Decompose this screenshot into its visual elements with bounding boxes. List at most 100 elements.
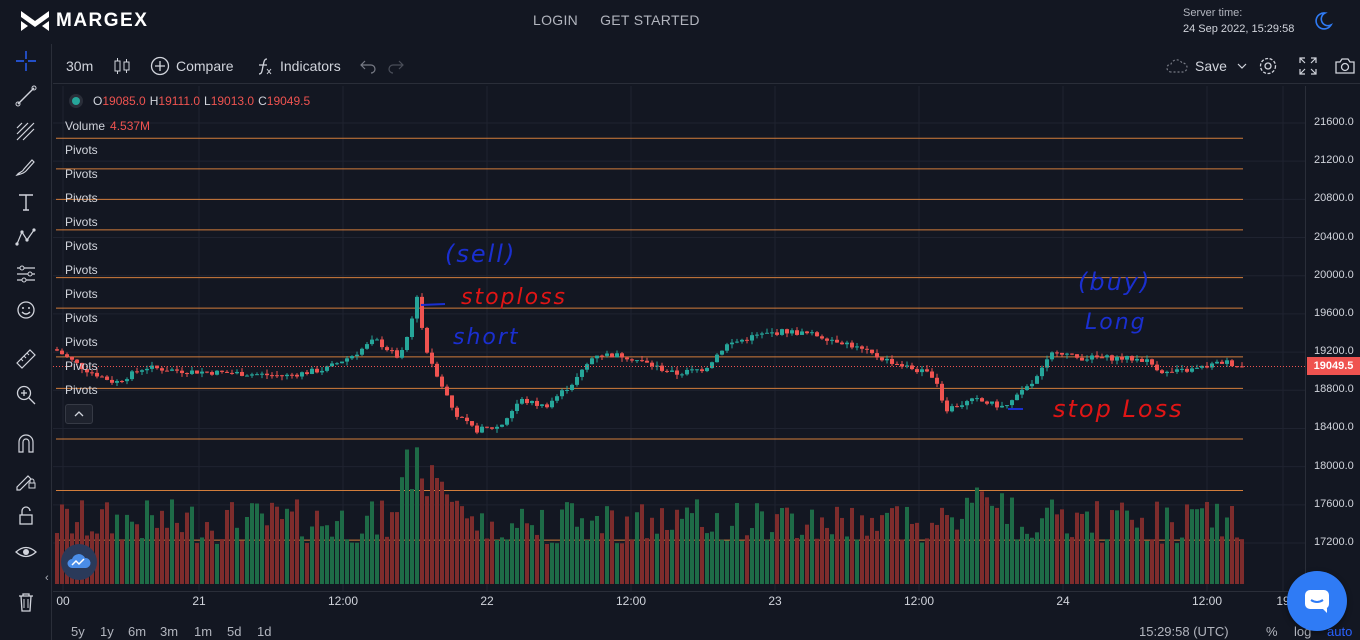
collapse-legend-button[interactable] [65,404,93,424]
volume-bar [160,510,164,584]
indicators-button[interactable]: Indicators [256,48,341,84]
volume-bar [1100,542,1104,584]
candle-body [1195,367,1199,369]
volume-bar [425,496,429,584]
volume-bar [915,522,919,584]
range-1y[interactable]: 1y [100,624,114,639]
utc-time[interactable]: 15:29:58 (UTC) [1139,624,1229,639]
volume-bar [225,509,229,584]
volume-bar [905,506,909,584]
volume-bar [1170,522,1174,584]
volume-bar [790,513,794,584]
zoom-in-icon[interactable] [13,382,39,408]
eye-icon[interactable] [13,539,39,565]
screenshot-button[interactable] [1334,48,1356,84]
pivots-study-label[interactable]: Pivots [65,287,98,301]
pivots-study-label[interactable]: Pivots [65,263,98,277]
auto-toggle[interactable]: auto [1327,624,1353,639]
volume-bar [420,478,424,584]
lock-drawing-icon[interactable] [13,467,39,493]
candle-body [325,366,329,371]
percent-toggle[interactable]: % [1266,624,1278,639]
volume-bar [710,531,714,584]
pivots-study-label[interactable]: Pivots [65,143,98,157]
prediction-icon[interactable] [13,261,39,287]
candle-body [1235,366,1239,368]
candle-body [995,401,999,408]
volume-bar [970,502,974,584]
emoji-icon[interactable] [13,297,39,323]
chat-support-button[interactable] [1287,571,1347,631]
volume-bar [875,530,879,584]
fib-retracement-icon[interactable] [13,119,39,145]
candle-body [75,359,79,363]
range-6m[interactable]: 6m [128,624,147,639]
volume-bar [1070,537,1074,584]
login-link[interactable]: LOGIN [533,12,579,28]
redo-button[interactable] [388,48,404,84]
range-1m[interactable]: 1m [194,624,213,639]
time-axis[interactable]: 00 21 12:00 22 12:00 23 12:00 24 12:00 19 [53,591,1305,611]
text-icon[interactable] [13,189,39,215]
candle-body [245,375,249,377]
volume-bar [800,534,804,584]
price-axis[interactable]: 21600.0 21200.0 20800.0 20400.0 20000.0 19600… [1305,86,1360,591]
pivots-study-label[interactable]: Pivots [65,191,98,205]
fullscreen-button[interactable] [1298,48,1318,84]
moon-icon[interactable] [1313,11,1333,31]
candle-body [240,371,244,376]
pivots-study-label[interactable]: Pivots [65,359,98,373]
settings-button[interactable] [1258,48,1278,84]
magnet-icon[interactable] [13,431,39,457]
server-time: Server time: 24 Sep 2022, 15:29:58 [1183,5,1294,37]
brush-icon[interactable] [13,154,39,180]
series-visibility-icon[interactable] [69,94,83,108]
pivots-study-label[interactable]: Pivots [65,167,98,181]
lock-icon[interactable] [13,503,39,529]
interval-button[interactable]: 30m [66,48,93,84]
volume-bar [170,499,174,584]
top-nav: LOGIN GET STARTED [533,12,700,28]
pivots-study-label[interactable]: Pivots [65,215,98,229]
range-5y[interactable]: 5y [71,624,85,639]
volume-bar [530,525,534,584]
ruler-icon[interactable] [13,346,39,372]
volume-bar [715,513,719,584]
volume-study-label[interactable]: Volume 4.537M [65,119,150,133]
time-tick: 21 [192,594,206,608]
save-button[interactable]: Save [1165,48,1249,84]
ohlc-legend: O 19085.0 H 19111.0 L 19013.0 C 19049.5 [69,94,314,108]
candle-body [600,355,604,357]
volume-bar [140,538,144,584]
range-1d[interactable]: 1d [257,624,272,639]
compare-button[interactable]: Compare [150,48,234,84]
pivots-study-label[interactable]: Pivots [65,335,98,349]
volume-bar [255,503,259,584]
pattern-icon[interactable] [13,225,39,251]
margex-logo[interactable]: MARGEX [20,7,148,35]
crosshair-icon[interactable] [13,48,39,74]
price-chart[interactable]: (sell) stoploss short (buy) Long stop Loss [53,86,1305,591]
pivots-study-label[interactable]: Pivots [65,239,98,253]
pivots-study-label[interactable]: Pivots [65,311,98,325]
range-3m[interactable]: 3m [160,624,179,639]
trash-icon[interactable] [13,589,39,615]
trend-line-icon[interactable] [13,83,39,109]
volume-bar [495,539,499,584]
volume-bar [1205,501,1209,584]
candle-body [1095,355,1099,358]
candles-style-button[interactable] [113,48,131,84]
get-started-link[interactable]: GET STARTED [600,12,700,28]
compare-label: Compare [176,58,234,74]
candle-body [1070,353,1074,355]
candle-body [1190,368,1194,372]
undo-button[interactable] [360,48,376,84]
volume-bar [580,518,584,584]
collapse-toolbar-button[interactable]: ‹ [45,572,49,584]
volume-bar [1115,510,1119,584]
volume-bar [500,537,504,584]
pivots-study-label[interactable]: Pivots [65,383,98,397]
volume-bar [415,447,419,584]
range-5d[interactable]: 5d [227,624,242,639]
